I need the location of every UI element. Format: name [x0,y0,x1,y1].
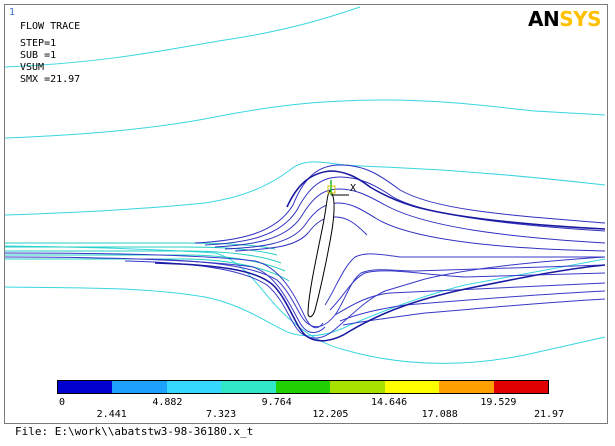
legend-tick-label: 9.764 [261,397,292,408]
legend-color-segment [330,381,385,393]
streamline [5,242,276,250]
streamline [144,258,606,328]
coordinate-triad-icon: X [327,180,356,196]
legend-color-segment [58,381,113,393]
streamline [5,256,326,333]
legend-color-segment [166,381,222,393]
flow-trace-plot: X [5,6,606,364]
legend-color-segment [221,381,276,393]
legend-color-segment [112,381,167,393]
streamline [224,202,606,252]
streamline [234,216,368,252]
legend-tick-label: 4.882 [152,397,183,408]
streamline [334,282,606,316]
legend-tick-label: 19.529 [480,397,517,408]
streamline [329,270,606,311]
legend-tick-label: 21.97 [534,409,565,420]
streamline [5,99,606,139]
legend-tick-label: 17.088 [421,409,458,420]
plot-title: FLOW TRACE [20,21,81,32]
streamline [194,164,606,244]
streamline [5,6,361,68]
smx-label: SMX =21.97 [20,74,81,85]
legend-tick-label: 2.441 [96,409,127,420]
streamline [154,262,606,342]
ansys-logo-icon: ANSYS [527,7,602,31]
streamline [5,254,286,272]
streamline [124,256,606,339]
streamline [5,258,606,337]
lower-streamlines [5,252,606,342]
streamline [5,252,324,329]
streamline [5,245,606,364]
inlet-band [5,242,290,282]
streamline [5,250,282,264]
streamline [339,290,606,322]
legend-color-segment [439,381,494,393]
airfoil-outline [307,190,335,318]
contour-legend-bar [57,380,549,394]
triad-x-label: X [350,183,356,194]
legend-color-segment [493,381,548,393]
legend-tick-label: 14.646 [371,397,408,408]
window-number: 1 [9,7,16,18]
legend-tick-label: 0 [59,397,66,408]
legend-color-segment [275,381,331,393]
streamline [5,258,290,282]
streamline [5,161,606,216]
logo-text-sys: SYS [559,7,601,31]
result-label: VSUM [20,62,45,73]
legend-tick-label: 12.205 [312,409,349,420]
legend-color-segment [384,381,440,393]
graphics-viewport[interactable]: X 1 FLOW TRACE STEP=1 SUB =1 VSUM SMX =2… [4,4,608,424]
upper-streamlines [194,164,606,252]
outer-streamlines [5,6,606,364]
file-path-label: File: E:\work\\abatstw3-98-36180.x_t [15,425,254,438]
logo-text-an: AN [527,7,560,31]
streamline [286,170,606,230]
step-label: STEP=1 [20,38,57,49]
streamline [214,188,606,248]
substep-label: SUB =1 [20,50,57,61]
legend-tick-label: 7.323 [206,409,237,420]
streamline [324,253,605,306]
streamline [204,176,606,246]
